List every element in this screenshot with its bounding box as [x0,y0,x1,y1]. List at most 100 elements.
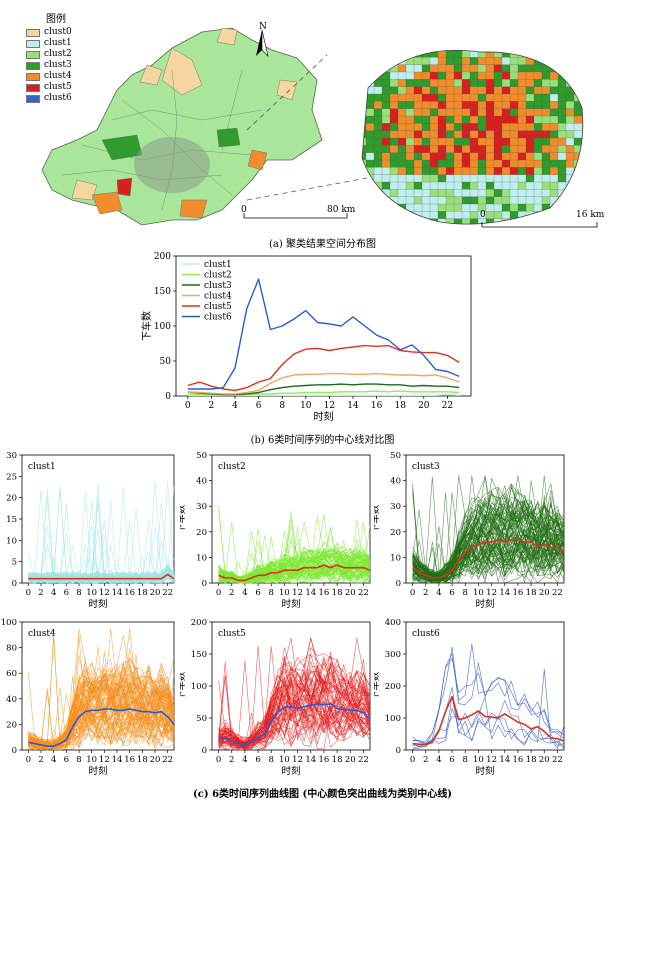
x-tick-label: 0 [410,755,415,765]
x-axis-label: 时刻 [475,765,494,777]
x-tick-label: 2 [229,755,234,765]
x-tick-label: 20 [539,588,550,598]
plot-frame [21,454,175,584]
y-tick-label: 150 [191,650,207,660]
x-tick-label: 22 [162,755,173,765]
y-tick-label: 0 [396,746,401,756]
bundle-line [28,664,175,746]
y-tick-label: 10 [6,536,17,546]
center-line [218,703,371,746]
bundle-line [412,486,565,576]
legend-label: clust2 [44,49,72,59]
x-axis-label: 时刻 [88,765,107,777]
bundle-line [218,708,371,751]
x-tick-label: 22 [552,755,563,765]
series-line-clust6 [187,278,460,390]
bundle-line [28,685,175,747]
y-tick-label: 300 [385,650,401,660]
y-tick-label: 200 [385,682,401,692]
x-tick-label: 6 [449,755,454,765]
x-tick-label: 18 [137,755,148,765]
y-tick-label: 200 [154,252,171,262]
legend-label: clust5 [44,82,72,92]
panel-label: clust3 [412,462,440,472]
caption-b: (b) 6类时间序列的中心线对比图 [250,435,395,446]
x-tick-label: 6 [64,588,69,598]
bundle-line [28,675,175,750]
legend-swatch [26,50,40,59]
bundle-lines [28,480,175,584]
x-tick-label: 8 [76,755,81,765]
bundle-line [218,710,371,751]
x-tick-label: 0 [26,755,31,765]
legend-text-clust6: clust6 [204,313,232,323]
y-tick-label: 15 [6,515,17,525]
x-tick-label: 10 [279,755,290,765]
legend-text-clust3: clust3 [204,281,232,291]
x-tick-label: 4 [51,755,56,765]
x-tick-label: 14 [112,588,123,598]
legend-swatch [26,39,40,48]
center-line [28,573,175,580]
legend-item-clust4: clust4 [26,71,72,82]
x-tick-label: 12 [99,755,110,765]
bundle-line [412,493,565,576]
bundle-line [218,705,371,748]
bundle-line [28,495,175,584]
x-tick-label: 10 [86,755,97,765]
caption-c: (c) 6类时间序列曲线图 (中心颜色突出曲线为类别中心线) [193,789,452,800]
x-tick-label: 4 [436,755,441,765]
legend-item-clust5: clust5 [26,82,72,93]
legend-swatch [26,94,40,103]
y-tick-label: 100 [154,322,171,332]
y-tick-label: 40 [390,477,401,487]
legend-label: clust0 [44,27,72,37]
x-tick-label: 14 [347,401,359,411]
center-line [412,695,565,746]
x-tick-label: 14 [499,588,510,598]
x-tick-label: 22 [358,588,369,598]
x-tick-label: 8 [463,755,468,765]
y-tick-label: 30 [6,451,17,461]
bundle-line [218,541,371,578]
x-tick-label: 16 [319,588,330,598]
y-tick-label: 50 [390,451,401,461]
x-axis-label: 时刻 [314,410,334,423]
panel-label: clust2 [218,462,246,472]
x-tick-label: 10 [300,401,312,411]
bundle-line [412,669,565,749]
x-tick-label: 6 [256,401,262,411]
bundle-line [218,519,371,584]
x-axis-label: 时刻 [281,765,300,777]
y-tick-label: 0 [12,579,17,589]
map-legend: 图例 clust0 clust1 clust2 clust3 clust4 clust5 c… [26,14,72,104]
x-tick-label: 16 [513,755,524,765]
bundle-line [28,564,175,580]
bundle-line [218,688,371,749]
legend-item-clust3: clust3 [26,60,72,71]
scale-right-start: 0 [480,210,486,220]
x-tick-label: 16 [371,401,383,411]
legend-label: clust3 [44,60,72,70]
bundle-line [412,643,565,744]
y-tick-label: 10 [196,553,207,563]
center-line [28,708,175,747]
x-tick-label: 20 [345,755,356,765]
plot-frame [405,621,565,751]
y-axis-label: 下车数 [374,671,381,700]
bundle-line [218,670,371,743]
x-tick-label: 0 [185,401,191,411]
center-lines-chart: 0 50 100 150 200 0 2 4 6 8 10 12 14 16 18 20 22 时刻 下车数 clus… [140,252,472,423]
scale-right-end: 16 km [576,210,605,220]
y-tick-label: 400 [385,618,401,628]
x-tick-label: 12 [324,401,335,411]
legend-text-clust1: clust1 [204,260,232,270]
x-tick-label: 2 [209,401,215,411]
y-tick-label: 0 [12,746,17,756]
bundle-line [28,480,175,582]
legend-text-clust2: clust2 [204,271,232,281]
